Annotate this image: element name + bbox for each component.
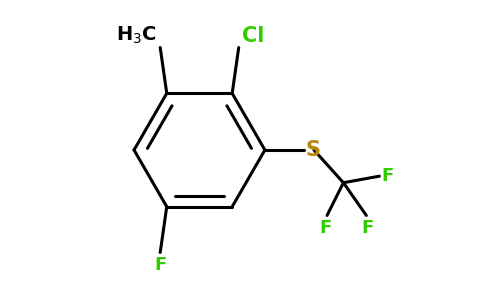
Text: F: F: [362, 219, 374, 237]
Text: F: F: [319, 219, 332, 237]
Text: F: F: [381, 167, 393, 185]
Text: Cl: Cl: [242, 26, 264, 46]
Text: F: F: [154, 256, 166, 274]
Text: H$_3$C: H$_3$C: [116, 25, 157, 46]
Text: S: S: [306, 140, 321, 160]
